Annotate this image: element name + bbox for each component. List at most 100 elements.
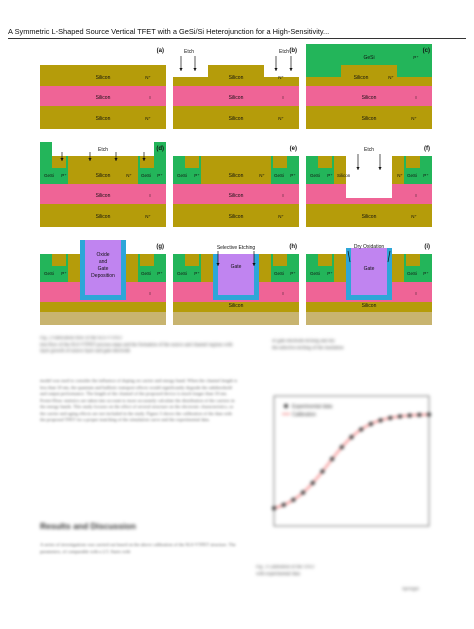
fit-curve	[273, 413, 430, 510]
silicon-label: Silicon	[337, 173, 351, 178]
p-plus-label: P⁺	[423, 271, 429, 276]
n-plus-label: N⁺	[278, 75, 284, 80]
gesi-label: GeSi	[177, 173, 187, 178]
arrowhead	[60, 158, 64, 161]
data-point	[349, 435, 354, 440]
i-label: I	[149, 95, 150, 100]
data-point	[281, 502, 286, 507]
cleared-area	[52, 142, 154, 156]
silicon-cap-left	[185, 156, 199, 168]
silicon-mesa	[341, 65, 397, 86]
legend-data: Experimental data	[292, 404, 333, 410]
arrowhead	[356, 167, 360, 170]
blurred-bottom	[306, 312, 432, 325]
gesi-label: GeSi	[141, 173, 151, 178]
gesi-label: GeSi	[407, 173, 417, 178]
etch-label: Etch	[184, 49, 194, 55]
silicon-source-layer	[40, 65, 166, 86]
body-text-blurred: model was used to consider the influence…	[40, 378, 238, 422]
silicon-label: Silicon	[354, 75, 369, 81]
calibration-chart: Experimental data Calibration	[271, 395, 432, 527]
silicon-cap-left	[318, 156, 332, 168]
fig-caption-left: Fig. 2 Fabrication flow of the SLS-VTFET	[40, 336, 123, 341]
trench	[346, 142, 392, 198]
dry-oxidation-label: Dry Oxidation	[354, 244, 385, 250]
panel-label: (a)	[157, 48, 164, 54]
process-flow-figure: Silicon N⁺ Silicon I Silicon N⁺ (a) Silicon N⁺ Si…	[40, 44, 432, 325]
arrowhead	[88, 158, 92, 161]
gesi-label: GeSi	[44, 173, 54, 178]
silicon-channel-layer	[173, 184, 299, 204]
p-plus-label: P⁺	[194, 271, 200, 276]
silicon-label: Silicon	[362, 116, 377, 122]
pointer-line	[347, 250, 351, 263]
plot-frame	[273, 395, 430, 527]
process-panel: I GeSi P⁺ GeSi P⁺ Gate Dry Oxidation Silicon (i)	[306, 240, 432, 325]
arrowhead	[142, 158, 146, 161]
p-plus-label: P⁺	[61, 173, 67, 178]
gate-deposit	[85, 240, 121, 295]
process-panel: I GeSi P⁺ GeSi P⁺ Gate Selective Etching Silico…	[173, 240, 299, 325]
silicon-cap-right	[406, 254, 420, 266]
silicon-floor-left	[306, 77, 341, 86]
silicon-drain-layer	[306, 106, 432, 129]
arrowhead	[252, 263, 256, 266]
oxide-gate-label: Deposition	[91, 273, 115, 279]
gesi-label: GeSi	[274, 173, 284, 178]
silicon-cap-right	[406, 156, 420, 168]
n-plus-label: N⁺	[397, 173, 403, 178]
etch-label: Etch	[98, 147, 108, 153]
i-label: I	[415, 95, 416, 100]
gesi-label: GeSi	[407, 271, 417, 276]
data-point	[339, 445, 344, 450]
silicon-mesa	[201, 156, 271, 184]
panel-label: (d)	[156, 146, 164, 152]
n-plus-label: N⁺	[411, 116, 417, 121]
data-point	[417, 412, 422, 418]
pointer-line	[387, 250, 391, 263]
panel-label: (g)	[156, 244, 164, 250]
figure-caption-blurred-right: of gate electrode etching and dry the se…	[272, 339, 344, 351]
etch-window-left	[52, 156, 66, 168]
oxide-gate-label: and	[99, 259, 108, 265]
p-plus-label: P⁺	[413, 55, 419, 60]
publisher-logo: Springer	[402, 587, 420, 592]
p-plus-label: P⁺	[327, 271, 333, 276]
silicon-cap-right	[273, 254, 287, 266]
p-plus-label: P⁺	[423, 173, 429, 178]
n-plus-label: N⁺	[145, 75, 151, 80]
silicon-drain-layer	[173, 106, 299, 129]
oxide-gate-label: Oxide	[96, 252, 109, 258]
process-panel: Silicon N⁺ Silicon I GeSi P⁺ Silicon N⁺ (c)	[306, 44, 432, 129]
etch-window-right	[140, 156, 154, 168]
silicon-label: Silicon	[362, 303, 377, 309]
silicon-label: Silicon	[229, 173, 244, 179]
panel-label: (f)	[424, 146, 430, 152]
silicon-label: Silicon	[229, 214, 244, 220]
arrowhead	[114, 158, 118, 161]
silicon-label: Silicon	[96, 173, 111, 179]
data-point	[291, 497, 296, 502]
silicon-channel-layer	[40, 184, 166, 204]
n-plus-label: N⁺	[278, 116, 284, 121]
data-point	[310, 480, 315, 486]
arrowhead	[378, 167, 382, 170]
gesi-label: GeSi	[141, 271, 151, 276]
arrowhead	[289, 68, 293, 71]
body-text-2-blurred: A series of investigations was carried o…	[40, 542, 236, 554]
arrowhead	[216, 263, 220, 266]
p-plus-label: P⁺	[61, 271, 67, 276]
silicon-label: Silicon	[229, 75, 244, 81]
blurred-bottom	[40, 312, 166, 325]
p-plus-label: P⁺	[290, 271, 296, 276]
n-plus-label: N⁺	[259, 173, 265, 178]
gesi-label: GeSi	[274, 271, 284, 276]
data-point	[271, 506, 277, 511]
silicon-label: Silicon	[96, 193, 111, 199]
blurred-bottom	[173, 312, 299, 325]
i-label: I	[282, 193, 283, 198]
silicon-label: Silicon	[229, 303, 244, 309]
n-plus-label: N⁺	[388, 75, 394, 80]
process-panel: Silicon N⁺ Silicon I Etch GeSi P⁺ Silicon N⁺ GeSi…	[40, 142, 166, 227]
